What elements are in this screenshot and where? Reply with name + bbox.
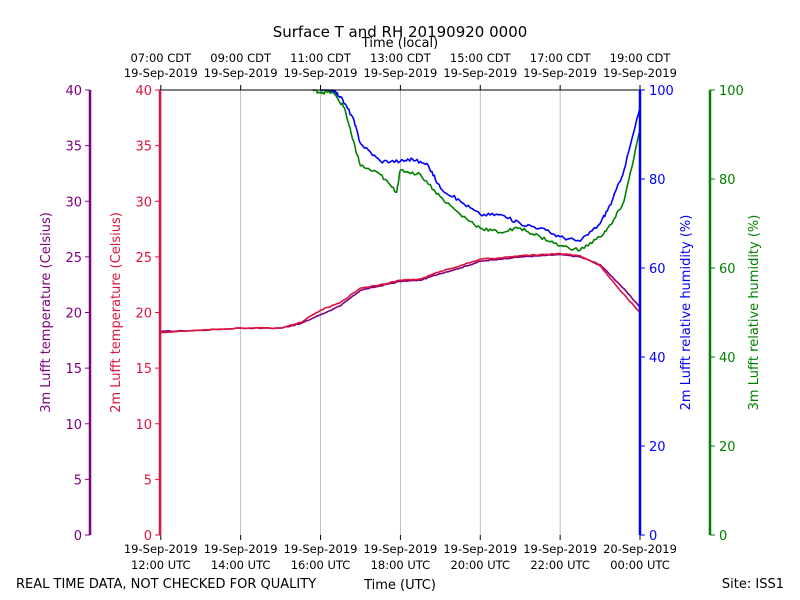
axis-tick-label-t2m: 20 [135,307,152,322]
axis-label-rh3m: 3m Lufft relative humidity (%) [747,215,762,411]
bottom-tick-time: 20:00 UTC [450,558,510,572]
bottom-tick-time: 18:00 UTC [371,558,431,572]
chart-title: Surface T and RH 20190920 0000 [273,23,528,41]
bottom-tick-time: 22:00 UTC [530,558,590,572]
axis-tick-label-t2m: 35 [135,140,152,155]
top-tick-time: 17:00 CDT [530,51,592,65]
top-tick-time: 11:00 CDT [290,51,352,65]
axis-tick-label-t3m: 0 [74,529,82,544]
series-line-t3m [160,253,641,333]
site-label: Site: ISS1 [722,577,784,592]
bottom-tick-date: 19-Sep-2019 [124,542,198,556]
bottom-tick-date: 19-Sep-2019 [523,542,597,556]
top-tick-date: 19-Sep-2019 [124,66,198,80]
top-axis-label: Time (local) [361,36,438,51]
axis-tick-label-t2m: 25 [135,251,152,266]
top-tick-time: 13:00 CDT [370,51,432,65]
axis-label-t3m: 3m Lufft temperature (Celsius) [39,212,54,413]
axis-tick-label-t2m: 15 [135,362,152,377]
bottom-axis-label: Time (UTC) [363,578,436,593]
bottom-tick-date: 19-Sep-2019 [204,542,278,556]
axis-tick-label-rh2m: 0 [649,529,657,544]
axes: 0 5 10 15 20 25 30 35 40 3m Lufft temperature (Ce… [39,84,762,544]
axis-tick-label-t3m: 15 [65,362,82,377]
axis-tick-label-t2m: 10 [135,418,152,433]
axis-tick-label-rh3m: 20 [719,440,736,455]
top-tick-time: 19:00 CDT [610,51,672,65]
axis-tick-label-t3m: 35 [65,140,82,155]
axis-tick-label-rh3m: 100 [719,84,744,99]
axis-tick-label-t3m: 10 [65,418,82,433]
axis-tick-label-t3m: 40 [65,84,82,99]
axis-tick-label-rh2m: 40 [649,351,666,366]
bottom-tick-date: 19-Sep-2019 [363,542,437,556]
bottom-tick-time: 12:00 UTC [131,558,191,572]
axis-tick-label-rh2m: 60 [649,262,666,277]
quality-disclaimer: REAL TIME DATA, NOT CHECKED FOR QUALITY [16,577,316,592]
top-tick-date: 19-Sep-2019 [603,66,677,80]
bottom-tick-date: 20-Sep-2019 [603,542,677,556]
x-ticks: 19-Sep-2019 12:00 UTC 19-Sep-2019 14:00 UTC… [124,51,677,572]
axis-tick-label-rh2m: 100 [649,84,674,99]
axis-tick-label-rh3m: 80 [719,173,736,188]
axis-tick-label-t3m: 30 [65,195,82,210]
top-tick-time: 15:00 CDT [450,51,512,65]
axis-tick-label-t3m: 25 [65,251,82,266]
top-tick-date: 19-Sep-2019 [363,66,437,80]
axis-tick-label-rh3m: 40 [719,351,736,366]
axis-tick-label-t2m: 5 [144,473,152,488]
bottom-tick-time: 14:00 UTC [211,558,271,572]
top-tick-date: 19-Sep-2019 [523,66,597,80]
axis-tick-label-rh3m: 0 [719,529,727,544]
top-tick-time: 07:00 CDT [130,51,192,65]
top-tick-time: 09:00 CDT [210,51,272,65]
axis-label-rh2m: 2m Lufft relative humidity (%) [679,215,694,411]
bottom-tick-time: 00:00 UTC [610,558,670,572]
top-tick-date: 19-Sep-2019 [284,66,358,80]
axis-tick-label-t3m: 5 [74,473,82,488]
top-tick-date: 19-Sep-2019 [443,66,517,80]
axis-tick-label-rh3m: 60 [719,262,736,277]
axis-tick-label-t2m: 40 [135,84,152,99]
series-line-rh2m [320,89,641,243]
axis-tick-label-rh2m: 80 [649,173,666,188]
axis-tick-label-t2m: 0 [144,529,152,544]
series-line-rh3m [312,89,641,252]
series-lines [160,89,641,334]
bottom-tick-time: 16:00 UTC [291,558,351,572]
series-line-t2m [160,252,641,334]
axis-tick-label-t2m: 30 [135,195,152,210]
top-tick-date: 19-Sep-2019 [204,66,278,80]
axis-label-t2m: 2m Lufft temperature (Celsius) [109,212,124,413]
bottom-tick-date: 19-Sep-2019 [443,542,517,556]
bottom-tick-date: 19-Sep-2019 [284,542,358,556]
axis-tick-label-t3m: 20 [65,307,82,322]
axis-tick-label-rh2m: 20 [649,440,666,455]
